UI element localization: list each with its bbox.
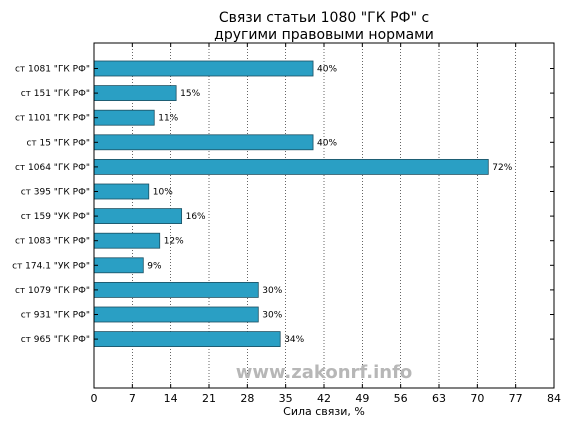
x-tick-label: 56	[394, 392, 408, 405]
x-axis-label: Сила связи, %	[283, 405, 365, 418]
bar	[93, 331, 281, 348]
category-label: ст 1079 "ГК РФ"	[15, 286, 90, 296]
bars	[93, 60, 489, 348]
x-tick-label: 49	[355, 392, 369, 405]
x-tick-label: 21	[202, 392, 216, 405]
x-tick-label: 70	[470, 392, 484, 405]
data-label: 16%	[186, 212, 206, 222]
bar	[93, 257, 144, 274]
category-label: ст 1081 "ГК РФ"	[15, 65, 90, 75]
watermark: www.zakonrf.info	[236, 362, 413, 383]
bar	[93, 281, 259, 298]
bar	[93, 306, 259, 323]
data-label: 30%	[262, 286, 282, 296]
bar	[93, 109, 155, 126]
chart-title: Связи статьи 1080 "ГК РФ" с другими прав…	[214, 10, 434, 43]
bar	[93, 134, 314, 151]
data-label: 12%	[164, 237, 184, 247]
category-label: ст 965 "ГК РФ"	[21, 335, 90, 345]
bar	[93, 183, 150, 200]
value-labels: 40% 15% 11% 40% 72% 10% 16% 12% 9% 30% 30% 34%	[147, 65, 512, 346]
x-tick-label: 28	[240, 392, 254, 405]
bar	[93, 60, 314, 77]
bar	[93, 232, 161, 249]
x-tick-label: 0	[91, 392, 98, 405]
category-label: ст 395 "ГК РФ"	[21, 188, 90, 198]
category-labels: ст 1081 "ГК РФ" ст 151 "ГК РФ" ст 1101 "ГК…	[12, 65, 554, 345]
data-label: 40%	[317, 65, 337, 75]
category-label: ст 174.1 "УК РФ"	[12, 261, 90, 271]
plot-frame	[93, 42, 555, 389]
bar	[93, 85, 177, 101]
x-tick-label: 77	[509, 392, 523, 405]
data-label: 34%	[284, 335, 304, 345]
category-label: ст 1101 "ГК РФ"	[15, 114, 90, 124]
x-tick-label: 42	[317, 392, 331, 405]
category-label: ст 151 "ГК РФ"	[21, 89, 90, 99]
category-label: ст 15 "ГК РФ"	[26, 138, 90, 148]
x-tick-label: 84	[547, 392, 561, 405]
bar	[93, 158, 489, 175]
data-label: 30%	[262, 311, 282, 321]
category-label: ст 1064 "ГК РФ"	[15, 163, 90, 173]
data-label: 72%	[492, 163, 512, 173]
x-tick-label: 35	[279, 392, 293, 405]
data-label: 10%	[153, 188, 173, 198]
x-axis-ticks: 0 7 14 21 28 35 42 49 56 63 70 77 84	[91, 43, 561, 405]
category-label: ст 159 "УК РФ"	[21, 212, 90, 222]
data-label: 40%	[317, 138, 337, 148]
data-label: 15%	[180, 89, 200, 99]
x-tick-label: 7	[129, 392, 136, 405]
chart-title-line-1: Связи статьи 1080 "ГК РФ" с	[219, 10, 429, 26]
bar	[93, 208, 183, 225]
category-label: ст 931 "ГК РФ"	[21, 311, 90, 321]
category-label: ст 1083 "ГК РФ"	[15, 237, 90, 247]
data-label: 11%	[158, 114, 178, 124]
x-tick-label: 14	[164, 392, 178, 405]
x-tick-label: 63	[432, 392, 446, 405]
chart-title-line-2: другими правовыми нормами	[214, 27, 434, 43]
data-label: 9%	[147, 261, 162, 271]
